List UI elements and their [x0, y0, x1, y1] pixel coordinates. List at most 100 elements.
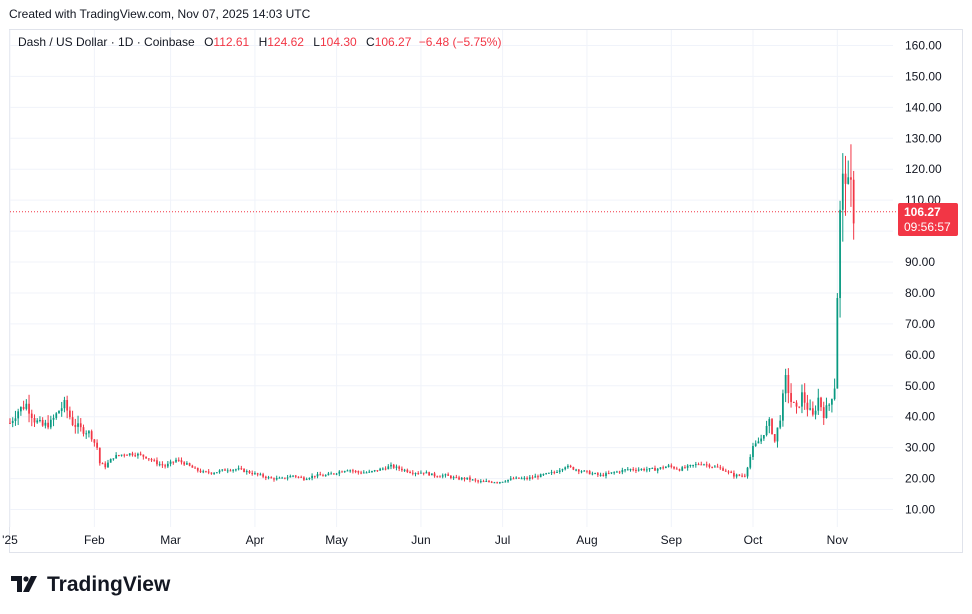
- candle: [362, 470, 365, 474]
- candle: [403, 468, 406, 473]
- candle: [357, 470, 360, 475]
- candle: [656, 467, 659, 474]
- x-tick-label: Jul: [495, 533, 510, 547]
- candle: [512, 476, 515, 480]
- candle: [439, 475, 441, 478]
- candle: [801, 384, 803, 414]
- candle: [665, 466, 667, 469]
- candle: [743, 473, 746, 478]
- candle: [713, 465, 716, 468]
- candle: [245, 469, 248, 475]
- candle: [82, 424, 85, 437]
- candle: [463, 477, 466, 482]
- candle: [384, 466, 387, 471]
- y-tick-label: 160.00: [905, 38, 942, 52]
- candle: [430, 473, 433, 476]
- candle: [79, 418, 82, 432]
- candle: [828, 403, 831, 411]
- candle: [618, 470, 621, 474]
- candle: [711, 466, 714, 469]
- candle: [613, 471, 616, 475]
- candle: [77, 415, 79, 434]
- candle: [520, 476, 523, 480]
- candle: [670, 463, 673, 469]
- candle: [553, 470, 556, 475]
- candle: [44, 419, 47, 429]
- candle: [716, 463, 719, 468]
- candle: [498, 481, 501, 485]
- candle: [684, 465, 686, 469]
- candle: [547, 472, 550, 474]
- tradingview-logo[interactable]: TradingView: [11, 573, 170, 597]
- y-tick-label: 90.00: [905, 255, 935, 269]
- candle: [831, 398, 833, 413]
- candle: [292, 475, 294, 478]
- y-tick-label: 120.00: [905, 162, 942, 176]
- candle: [515, 476, 518, 480]
- candle: [482, 479, 485, 483]
- candle: [63, 396, 66, 413]
- candle: [648, 467, 651, 472]
- candle: [632, 467, 635, 472]
- candle: [596, 472, 599, 477]
- candle: [447, 472, 450, 476]
- candle: [147, 458, 150, 462]
- candle: [308, 477, 311, 481]
- candle: [332, 473, 335, 475]
- candle: [60, 401, 63, 417]
- candle: [444, 473, 447, 478]
- candle: [752, 442, 754, 460]
- candle: [68, 406, 71, 420]
- candle: [164, 463, 167, 469]
- x-tick-label: May: [325, 533, 348, 547]
- candle: [196, 467, 199, 473]
- candle: [534, 473, 537, 478]
- candle: [700, 461, 703, 466]
- candle: [183, 461, 186, 466]
- candle: [30, 409, 33, 427]
- candle: [243, 468, 245, 473]
- candle: [485, 478, 488, 483]
- x-tick-label: Apr: [246, 533, 265, 547]
- candle: [605, 471, 607, 479]
- x-tick-label: '25: [2, 533, 18, 547]
- candle: [724, 468, 727, 472]
- candle: [71, 410, 74, 427]
- x-tick-label: Aug: [576, 533, 597, 547]
- candle: [727, 470, 730, 475]
- y-tick-label: 80.00: [905, 286, 935, 300]
- candle: [433, 471, 436, 478]
- candle: [507, 479, 509, 483]
- candle: [368, 469, 371, 473]
- candle: [411, 470, 414, 476]
- candle: [779, 415, 782, 430]
- candle: [137, 452, 139, 459]
- candle: [240, 465, 243, 471]
- candle: [479, 479, 482, 484]
- candle: [166, 460, 169, 469]
- candle: [270, 476, 273, 479]
- close-value: 106.27: [374, 35, 412, 49]
- candle: [768, 417, 771, 434]
- y-tick-label: 30.00: [905, 441, 935, 455]
- candle: [156, 457, 158, 467]
- candle: [180, 457, 183, 465]
- candle: [760, 434, 763, 445]
- candle: [161, 461, 164, 468]
- x-tick-label: Jun: [411, 533, 430, 547]
- candle: [275, 475, 278, 481]
- candle: [17, 408, 20, 426]
- candle: [262, 472, 264, 479]
- candle: [577, 468, 580, 475]
- candle: [762, 435, 765, 441]
- high-value: 124.62: [267, 35, 304, 49]
- candle: [117, 454, 120, 457]
- candle: [586, 470, 588, 474]
- candle: [561, 468, 564, 473]
- candle: [741, 473, 743, 478]
- candle: [607, 470, 610, 475]
- candle: [754, 440, 757, 447]
- candle: [420, 470, 422, 474]
- candle: [428, 471, 430, 477]
